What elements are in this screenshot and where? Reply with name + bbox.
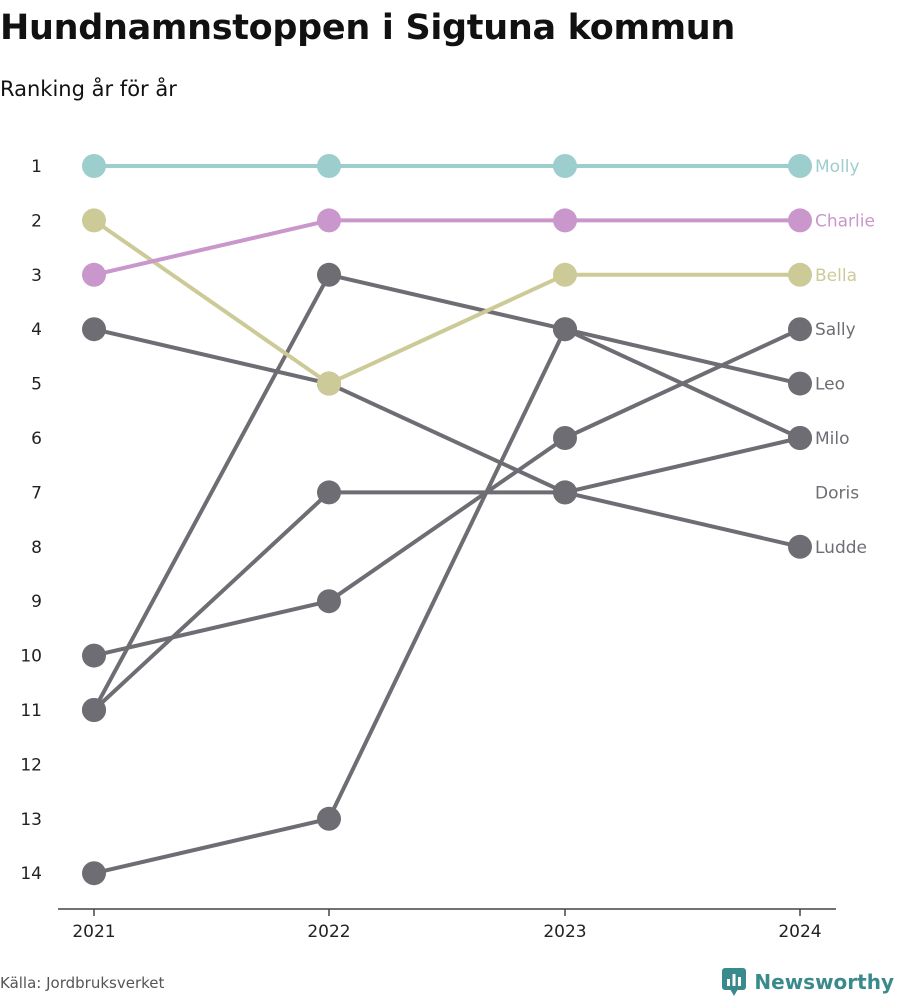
series-line <box>92 218 802 386</box>
x-tick-label: 2021 <box>72 922 115 942</box>
data-point <box>317 589 341 614</box>
series-end-label: Charlie <box>815 211 875 231</box>
series-line <box>92 327 802 549</box>
series-end-label: Ludde <box>815 538 867 558</box>
series-end-label: Molly <box>815 157 860 177</box>
chart-subtitle: Ranking år för år <box>0 77 177 101</box>
data-point <box>553 208 577 233</box>
y-tick-label: 8 <box>31 538 42 558</box>
data-point <box>788 154 812 178</box>
chart-title: Hundnamnstoppen i Sigtuna kommun <box>0 8 736 48</box>
series-molly: Molly <box>82 154 860 178</box>
x-tick-label: 2024 <box>778 922 821 942</box>
series-end-label: Milo <box>815 429 850 449</box>
series-line <box>92 327 802 876</box>
series-bella: Bella <box>82 208 857 396</box>
data-point <box>317 806 341 831</box>
series-line <box>92 218 802 277</box>
data-point <box>82 643 106 668</box>
series-end-label: Sally <box>815 320 856 340</box>
data-point <box>82 208 106 233</box>
data-point <box>788 262 812 287</box>
data-point <box>788 534 812 559</box>
y-tick-label: 11 <box>20 701 42 721</box>
series-end-label: Leo <box>815 375 845 395</box>
series-milo: Milo <box>82 426 850 722</box>
y-tick-label: 6 <box>31 429 42 449</box>
source-note: Källa: Jordbruksverket <box>0 974 165 992</box>
series-end-label: Doris <box>815 483 859 503</box>
y-tick-label: 14 <box>20 864 42 884</box>
data-point <box>788 371 812 396</box>
data-point <box>553 154 577 178</box>
data-point <box>82 317 106 342</box>
data-point <box>82 698 106 722</box>
data-point <box>317 262 341 287</box>
series-line <box>92 327 802 658</box>
data-point <box>788 426 812 450</box>
y-tick-label: 3 <box>31 266 42 286</box>
y-tick-label: 9 <box>31 592 42 612</box>
y-tick-label: 1 <box>31 157 42 177</box>
x-tick-label: 2022 <box>307 922 350 942</box>
data-point <box>317 154 341 178</box>
y-tick-label: 13 <box>20 810 42 830</box>
brand-logo: Newsworthy <box>722 968 894 996</box>
y-tick-label: 12 <box>20 755 42 775</box>
data-point <box>317 371 341 396</box>
y-tick-label: 5 <box>31 375 42 395</box>
y-tick-label: 4 <box>31 320 42 340</box>
series-leo: Leo <box>82 317 845 886</box>
data-point <box>788 208 812 233</box>
series-charlie: Charlie <box>82 208 875 287</box>
brand-name: Newsworthy <box>754 970 894 994</box>
series-line <box>92 436 802 712</box>
data-point <box>82 861 106 886</box>
data-point <box>82 154 106 178</box>
data-point <box>553 317 577 342</box>
y-tick-label: 7 <box>31 483 42 503</box>
bar-chart-speech-bubble-icon <box>722 968 747 996</box>
data-point <box>82 262 106 287</box>
y-tick-label: 2 <box>31 211 42 231</box>
data-point <box>553 262 577 287</box>
series-sally: Sally <box>82 317 856 668</box>
data-point <box>317 480 341 505</box>
data-point <box>553 426 577 450</box>
data-point <box>553 480 577 505</box>
series-end-label: Bella <box>815 266 857 286</box>
data-point <box>788 317 812 342</box>
y-tick-label: 10 <box>20 647 42 667</box>
x-tick-label: 2023 <box>543 922 586 942</box>
data-point <box>317 208 341 233</box>
